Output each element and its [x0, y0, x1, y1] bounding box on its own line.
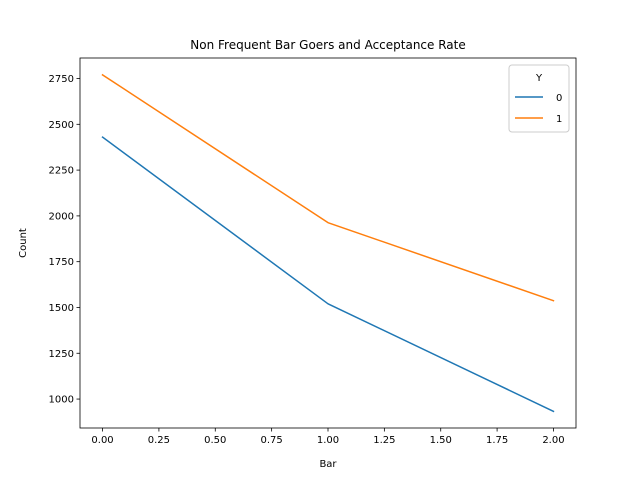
series-line-0 — [101, 136, 555, 413]
x-tick-label: 0.25 — [148, 435, 170, 446]
y-tick-label: 2500 — [49, 120, 74, 131]
series-group — [101, 73, 555, 413]
plot-background — [80, 58, 576, 428]
x-tick-label: 1.25 — [373, 435, 395, 446]
y-tick-label: 1250 — [49, 349, 74, 360]
x-tick-label: 1.00 — [317, 435, 339, 446]
legend-entries: 01 — [515, 93, 562, 125]
x-tick-label: 2.00 — [542, 435, 564, 446]
x-tick-label: 1.75 — [486, 435, 508, 446]
y-axis-ticks: 1000 1250 1500 1750 2000 2250 2500 2750 — [49, 74, 80, 406]
legend-label-1: 1 — [556, 114, 562, 125]
plot-frame — [79, 57, 577, 429]
x-tick-label: 1.50 — [430, 435, 452, 446]
y-tick-label: 1750 — [49, 257, 74, 268]
y-axis-title: Count — [18, 228, 29, 258]
legend-box — [508, 64, 570, 133]
x-tick-label: 0.75 — [261, 435, 283, 446]
plot-area — [80, 58, 576, 428]
chart-title: Non Frequent Bar Goers and Acceptance Ra… — [190, 38, 465, 52]
x-tick-label: 0.00 — [91, 435, 113, 446]
x-tick-label: 0.50 — [204, 435, 226, 446]
y-tick-label: 2750 — [49, 74, 74, 85]
legend: Y 01 — [508, 64, 570, 133]
y-tick-label: 2000 — [49, 211, 74, 222]
legend-label-0: 0 — [556, 93, 562, 104]
series-line-1 — [101, 73, 555, 302]
x-axis-ticks: 0.00 0.25 0.50 0.75 1.00 1.25 1.50 1.75 2.00 — [91, 428, 565, 446]
x-axis-title: Bar — [319, 459, 337, 470]
y-tick-label: 1000 — [49, 395, 74, 406]
y-tick-label: 1500 — [49, 303, 74, 314]
y-tick-label: 2250 — [49, 166, 74, 177]
legend-title: Y — [535, 73, 543, 84]
